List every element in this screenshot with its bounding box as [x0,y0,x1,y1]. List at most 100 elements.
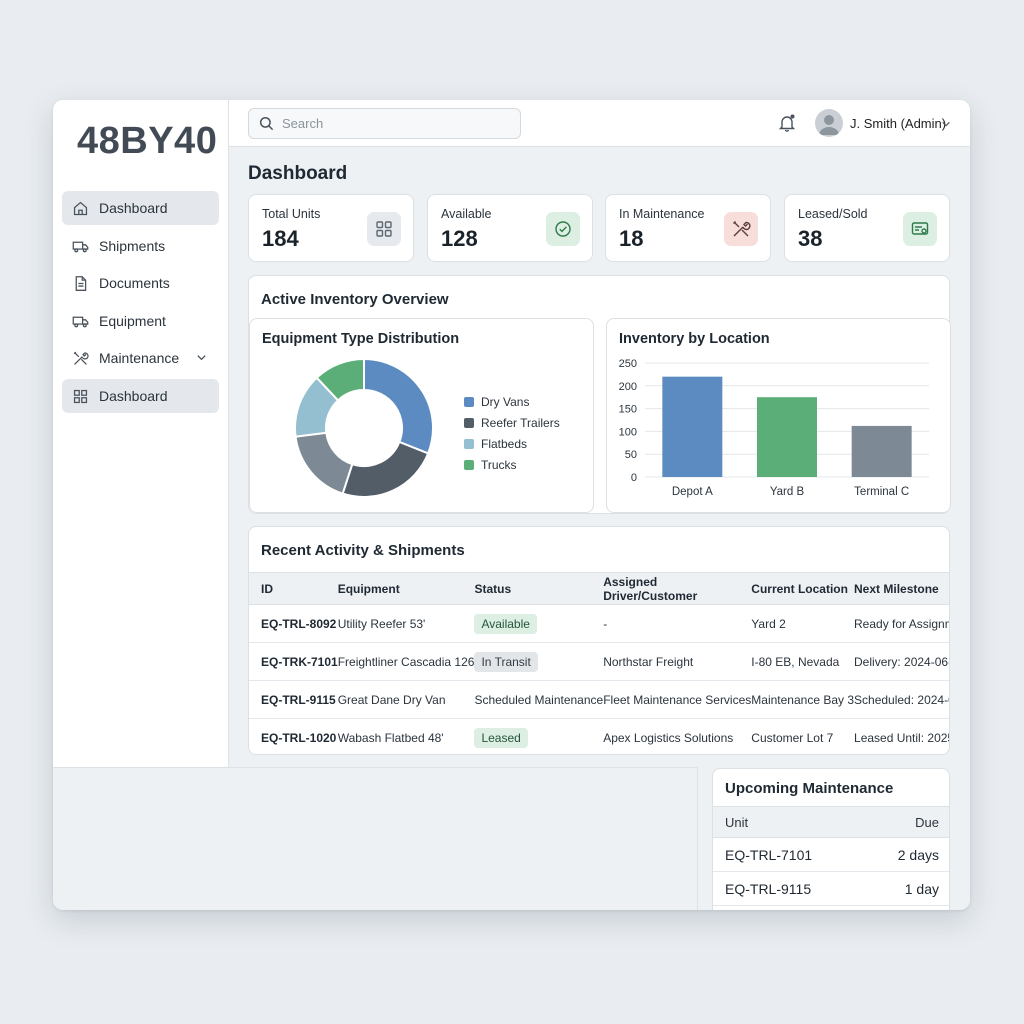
sidebar-item-equipment[interactable]: Equipment [62,304,219,338]
legend-item[interactable]: Reefer Trailers [464,412,560,433]
legend-label: Reefer Trailers [481,415,560,430]
table-header-row: ID Equipment Status Assigned Driver/Cust… [249,572,949,605]
sidebar-item-dashboard[interactable]: Dashboard [62,191,219,225]
cell-unit: EQ-TRL-9115 [725,880,812,897]
cell-location: I-80 EB, Nevada [751,642,855,681]
stat-card-in-maintenance: In Maintenance 18 [605,194,771,262]
column-header[interactable]: Current Location [751,572,855,605]
sidebar-item-label: Documents [99,275,170,291]
sidebar-item-dashboard-secondary[interactable]: Dashboard [62,379,219,413]
y-tick-label: 200 [619,381,637,393]
cell-assigned: Northstar Freight [603,642,752,681]
user-name[interactable]: J. Smith (Admin) [850,116,947,131]
chevron-down-icon[interactable] [196,352,207,363]
top-bar: J. Smith (Admin) [229,100,970,147]
activity-table: ID Equipment Status Assigned Driver/Cust… [249,572,949,755]
cell-unit: EQ-TRL-7101 [725,846,813,863]
table-row[interactable]: EQ-TRL-9115 Great Dane Dry Van Scheduled… [249,680,949,719]
chart-title: Inventory by Location [619,331,770,347]
y-tick-label: 0 [631,472,637,484]
tools-icon [724,212,758,246]
legend-item[interactable]: Flatbeds [464,433,560,454]
legend-item[interactable]: Dry Vans [464,391,560,412]
search-input[interactable] [282,116,502,131]
stat-card-total-units: Total Units 184 [248,194,414,262]
legend-swatch [464,417,474,428]
column-header[interactable]: Next Milestone [854,572,949,605]
bar-depot-a[interactable] [662,376,723,477]
cell-assigned: Apex Logistics Solutions [603,730,734,745]
cell-location: Customer Lot 7 [751,730,834,745]
cell-id: EQ-TRL-1020 [261,730,337,745]
donut-slice-reefer-trailers[interactable] [341,440,430,498]
cell-equipment: Wabash Flatbed 48' [337,730,444,745]
stat-value: 18 [619,226,644,251]
donut-slice[interactable] [294,431,354,495]
column-header[interactable]: Assigned Driver/Customer [603,572,752,605]
y-tick-label: 150 [619,404,637,416]
donut-slice-trucks[interactable] [315,358,365,402]
sidebar-item-documents[interactable]: Documents [62,266,219,300]
sidebar-item-label: Maintenance [99,350,180,366]
cell-status: Scheduled Maintenance [474,680,604,719]
column-header[interactable]: Unit [725,814,749,830]
section-title: Upcoming Maintenance [725,780,894,797]
stat-label: Leased/Sold [798,207,868,221]
grid-icon [73,389,88,403]
cell-milestone: Scheduled: 2024-06-14 [854,680,949,719]
cell-equipment: Freightliner Cascadia 126 [337,642,475,681]
stat-value: 38 [798,226,823,251]
search-box[interactable] [248,108,521,139]
bar-yard-b[interactable] [757,397,817,477]
avatar[interactable] [815,109,843,137]
donut-slice-dry-vans[interactable] [363,358,434,455]
cell-equipment: Utility Reefer 53' [337,604,475,643]
y-tick-label: 100 [619,426,637,438]
table-row[interactable]: EQ-TRK-7101 Freightliner Cascadia 126 In… [249,642,949,681]
table-row[interactable]: EQ-TRL-7101 2 days [713,838,949,872]
cell-milestone: Ready for Assignment [854,604,949,643]
cell-milestone: Delivery: 2024-06-15 [854,642,949,681]
home-icon [73,201,88,215]
legend-item[interactable]: Trucks [464,454,560,475]
stat-value: 128 [441,226,478,251]
legend-swatch [464,396,474,407]
chevron-down-icon[interactable] [941,119,951,129]
status-badge: Leased [474,727,528,748]
column-header[interactable]: Status [474,572,604,605]
sidebar-item-label: Equipment [99,313,166,329]
table-header-row: Unit Due [713,806,949,838]
sidebar-item-label: Shipments [99,238,166,254]
cell-equipment: Great Dane Dry Van [337,680,475,719]
truck-icon [72,241,89,252]
x-tick-label: Terminal C [854,486,909,498]
column-header[interactable]: Due [915,814,939,830]
inventory-location-chart: Inventory by Location 0 50 100 150 200 250 Dep… [606,318,951,513]
sidebar-item-maintenance[interactable]: Maintenance [62,341,219,375]
recent-activity-panel: Recent Activity & Shipments ID Equipment… [248,526,950,755]
legend-label: Flatbeds [481,436,528,451]
section-title: Active Inventory Overview [261,291,449,308]
upcoming-maintenance-panel: Upcoming Maintenance Unit Due EQ-TRL-710… [712,768,950,910]
stat-card-available: Available 128 [427,194,593,262]
bar-terminal-c[interactable] [851,425,912,477]
chart-legend: Dry Vans Reefer Trailers Flatbeds Trucks [464,391,560,475]
sidebar-item-label: Dashboard [99,388,168,404]
table-row[interactable]: EQ-TRL-9115 1 day [713,872,949,906]
column-header[interactable]: Equipment [337,572,475,605]
legend-label: Dry Vans [481,394,530,409]
cell-id: EQ-TRL-8092 [249,604,338,643]
search-icon [259,116,274,131]
bell-icon[interactable] [777,113,797,133]
legend-swatch [464,438,474,449]
table-row[interactable]: EQ-TRL-1020 Wabash Flatbed 48' Leased Ap… [249,719,949,755]
sidebar-item-shipments[interactable]: Shipments [62,229,219,263]
stat-card-leased-sold: Leased/Sold 38 [784,194,950,262]
stat-label: In Maintenance [619,207,705,221]
column-header[interactable]: ID [249,572,338,605]
status-badge: Scheduled Maintenance [474,692,604,707]
stat-label: Total Units [262,207,321,221]
table-row[interactable]: EQ-TRL-8092 Utility Reefer 53' Available… [249,604,949,643]
legend-label: Trucks [481,457,517,472]
cell-due: 2 days [897,846,939,863]
